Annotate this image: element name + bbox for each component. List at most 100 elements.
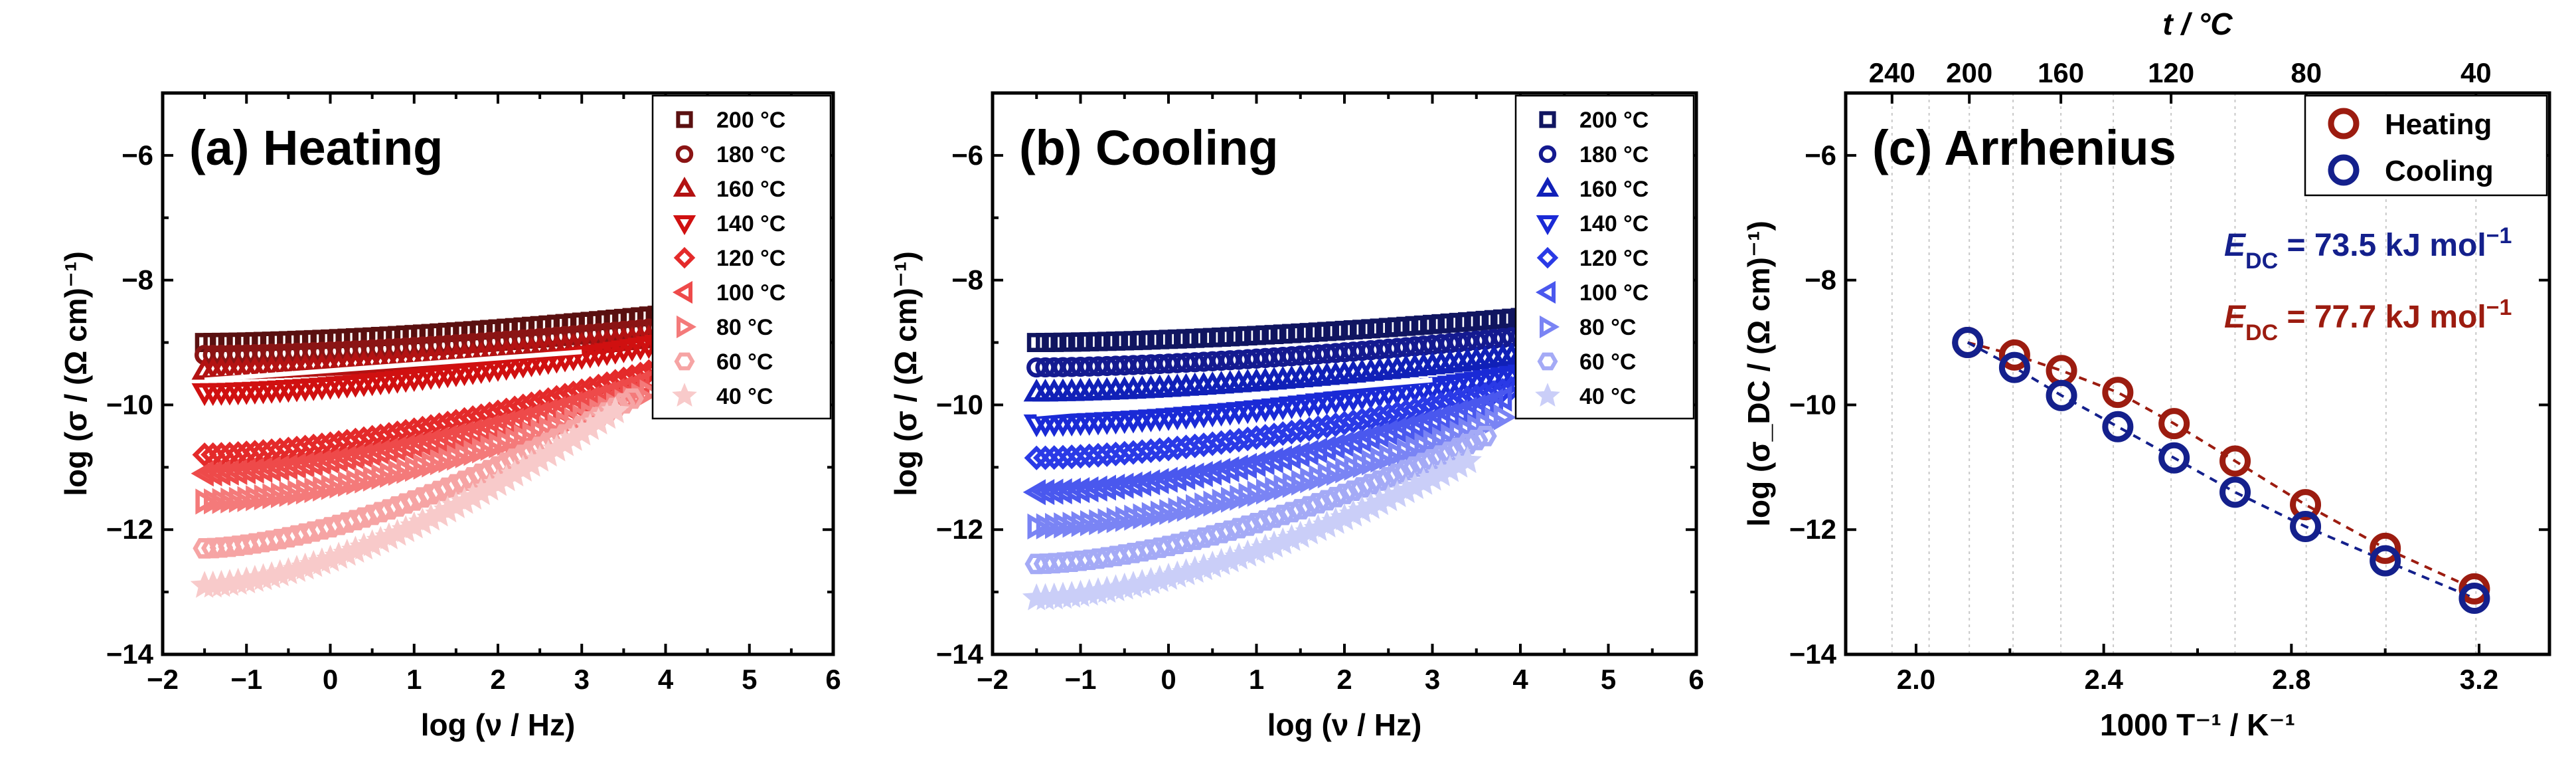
data-point [1493,404,1517,430]
top-tick-label: 160 [2038,57,2084,88]
legend-marker [673,176,696,197]
data-point [2370,532,2401,564]
data-point [434,425,457,451]
data-point [410,487,435,508]
legend-marker [1536,215,1560,236]
x-tick-label: 0 [323,664,338,695]
series-180C [1026,326,1531,378]
fit-line [204,349,582,383]
data-point [1952,327,1984,359]
data-point [2158,442,2190,474]
data-point [1420,448,1445,470]
data-point [377,499,401,520]
data-point [1155,466,1178,493]
y-tick-label: −10 [936,389,983,420]
data-point [1137,469,1161,496]
data-point [1163,465,1186,492]
data-point [1086,442,1111,468]
data-point [444,474,468,495]
data-point [1234,452,1257,479]
data-point [1138,438,1164,464]
data-point [1473,426,1497,446]
series-60C [1024,426,1497,575]
data-point [2158,408,2190,440]
data-point [1093,474,1116,501]
data-point [1429,445,1453,466]
data-point [1077,443,1102,468]
data-point [394,493,418,514]
data-point [1453,446,1482,474]
legend-marker [676,111,693,128]
data-point [192,442,217,468]
data-point [299,450,323,477]
x-tick-label: 4 [1512,664,1528,695]
legend-marker [673,215,696,236]
data-point [1128,470,1151,497]
data-point [325,446,348,473]
legend-label: Heating [2385,108,2492,141]
data-point [1376,467,1401,488]
data-point [1998,351,2030,383]
data-point [283,452,306,479]
data-point [1225,454,1248,481]
y-axis-title: log (σ_DC / (Ω cm)⁻¹) [1741,221,1776,527]
x-axis-title: log (ν / Hz) [1267,708,1422,742]
data-point [1068,444,1093,469]
x-tick-label: 2 [490,664,505,695]
fit-line [1967,341,2475,591]
data-point [1111,472,1134,499]
legend-label: 100 °C [1579,280,1649,306]
x-tick-label: 2.8 [2272,664,2310,695]
y-axis-title: log (σ / (Ω cm)⁻¹) [58,251,93,496]
legend-label: 60 °C [1579,349,1636,375]
data-point [1181,462,1204,489]
top-tick-label: 200 [1946,57,1992,88]
legend-label: 180 °C [1579,142,1649,167]
legend-marker [1538,145,1557,163]
markers-heating [1952,327,2490,605]
data-point [1455,433,1480,454]
x-tick-label: −1 [230,664,262,695]
data-point [426,427,449,453]
legend-marker [1540,315,1560,339]
x-tick-label: 5 [1601,664,1616,695]
series-80C [1027,404,1517,540]
x-axis-title: 1000 T⁻¹ / K⁻¹ [2100,708,2295,742]
top-axis-title: t / °C [2162,7,2233,41]
data-point [1094,442,1119,467]
data-point [620,388,644,409]
legend-label: Cooling [2385,155,2494,187]
legend-marker [672,383,697,407]
data-point [2290,511,2322,543]
data-point [375,437,398,464]
legend: 200 °C 180 °C 160 °C 140 °C 120 °C 100 °C 80 °… [1514,94,1695,420]
top-tick-label: 40 [2460,57,2492,88]
legend-marker [1537,352,1558,371]
x-tick-label: 3.2 [2460,664,2498,695]
series-200C [1026,308,1530,353]
y-tick-label: −14 [936,638,984,670]
activation-energy-label: EDC = 73.5 kJ mol−1 [2224,223,2512,274]
x-tick-label: 2.4 [2084,664,2123,695]
data-point [601,396,630,424]
y-tick-label: −14 [1789,638,1837,670]
x-tick-label: 6 [825,664,841,695]
legend-marker [675,145,694,163]
data-point [366,439,390,466]
data-point [1165,435,1190,460]
data-point [2458,573,2490,605]
y-tick-label: −12 [936,514,983,545]
data-point [1119,471,1143,498]
data-point [402,490,426,511]
data-point [1147,437,1172,462]
legend-label: 180 °C [716,142,785,167]
legend-label: 160 °C [1579,177,1649,202]
legend-marker [1536,246,1559,269]
panel-title: (b) Cooling [1019,120,1278,175]
legend-marker [1535,280,1556,304]
legend-label: 200 °C [1579,108,1649,133]
top-tick-label: 120 [2148,57,2194,88]
fit-line [1967,341,2475,600]
